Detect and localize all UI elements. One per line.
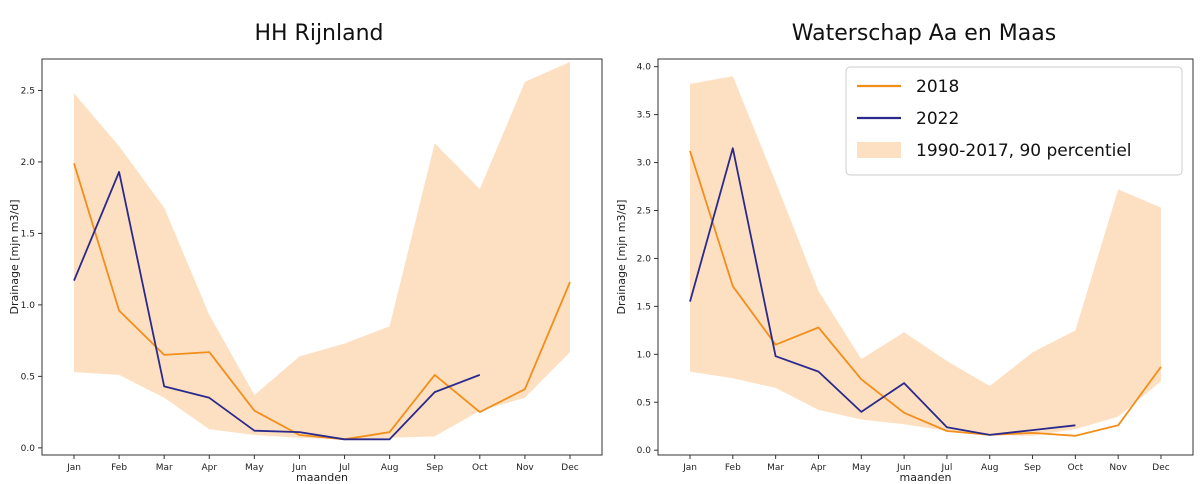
y-tick-label: 0.5 xyxy=(637,398,651,408)
legend-entry-2018-label: 2018 xyxy=(916,77,959,97)
x-tick-label: Sep xyxy=(1024,463,1041,473)
x-tick-label: May xyxy=(852,463,871,473)
y-tick-label: 2.0 xyxy=(21,158,36,168)
x-tick-label: Dec xyxy=(561,463,578,473)
y-axis-label: Drainage [mjn m3/d] xyxy=(615,200,628,315)
x-tick-label: Nov xyxy=(1109,463,1127,473)
plot-frame xyxy=(657,58,1194,456)
chart-waterschap-aa-en-maas: Waterschap Aa en Maas 0.0 0.5 1.0 1.5 2.0 2.5 3… xyxy=(615,21,1194,484)
x-tick-label: Jul xyxy=(338,463,350,473)
x-tick-label: Aug xyxy=(981,463,999,473)
x-tick-label: Mar xyxy=(156,463,173,473)
legend: 2018 2022 1990-2017, 90 percentiel xyxy=(845,66,1183,176)
x-tick-label: Feb xyxy=(725,463,741,473)
percentile-band xyxy=(690,76,1161,436)
y-axis-label: Drainage [mjn m3/d] xyxy=(8,200,21,315)
y-tick-label: 2.5 xyxy=(21,86,35,96)
x-tick-label: Jan xyxy=(682,463,697,473)
y-tick-label: 1.0 xyxy=(637,350,652,360)
legend-entry-percentile-swatch xyxy=(857,142,901,158)
y-tick-label: 1.0 xyxy=(21,301,36,311)
x-tick-label: Jan xyxy=(66,463,81,473)
legend-entry-percentile-label: 1990-2017, 90 percentiel xyxy=(916,141,1132,161)
x-tick-label: Apr xyxy=(811,463,827,473)
y-tick-label: 2.5 xyxy=(637,206,651,216)
y-tick-label: 3.0 xyxy=(637,159,652,169)
series-line-2018 xyxy=(689,150,1162,437)
x-tick-label: Aug xyxy=(381,463,399,473)
legend-box xyxy=(845,66,1183,176)
x-tick-label: Mar xyxy=(767,463,784,473)
y-tick-label: 2.0 xyxy=(637,254,652,264)
x-axis-label: maanden xyxy=(296,471,348,484)
x-tick-label: Jun xyxy=(896,463,911,473)
y-tick-label: 0.0 xyxy=(637,446,652,456)
x-tick-label: Sep xyxy=(426,463,443,473)
plot-frame xyxy=(41,58,603,456)
percentile-band xyxy=(74,61,570,440)
x-tick-label: Jun xyxy=(291,463,306,473)
x-tick-label: Oct xyxy=(1068,463,1084,473)
series-line-2022 xyxy=(689,147,1076,436)
x-tick-label: Feb xyxy=(111,463,127,473)
x-axis-label: maanden xyxy=(900,471,952,484)
x-tick-label: Apr xyxy=(201,463,217,473)
x-tick-label: May xyxy=(245,463,264,473)
x-tick-label: Jul xyxy=(940,463,952,473)
y-tick-label: 0.0 xyxy=(21,444,36,454)
chart-hh-rijnland: HH Rijnland 0.0 0.5 1.0 1.5 2.0 2.5 Jan Feb Mar Ap… xyxy=(8,21,603,484)
chart-title: Waterschap Aa en Maas xyxy=(792,21,1056,46)
x-tick-label: Nov xyxy=(516,463,534,473)
chart-title: HH Rijnland xyxy=(254,21,383,46)
legend-entry-2022-label: 2022 xyxy=(916,109,959,129)
series-line-2022 xyxy=(73,171,481,441)
y-tick-label: 1.5 xyxy=(637,302,651,312)
x-tick-label: Oct xyxy=(472,463,488,473)
y-tick-label: 3.5 xyxy=(637,111,651,121)
y-tick-label: 1.5 xyxy=(21,229,35,239)
x-tick-label: Dec xyxy=(1152,463,1169,473)
y-tick-label: 4.0 xyxy=(637,63,652,73)
y-tick-label: 0.5 xyxy=(21,372,35,382)
